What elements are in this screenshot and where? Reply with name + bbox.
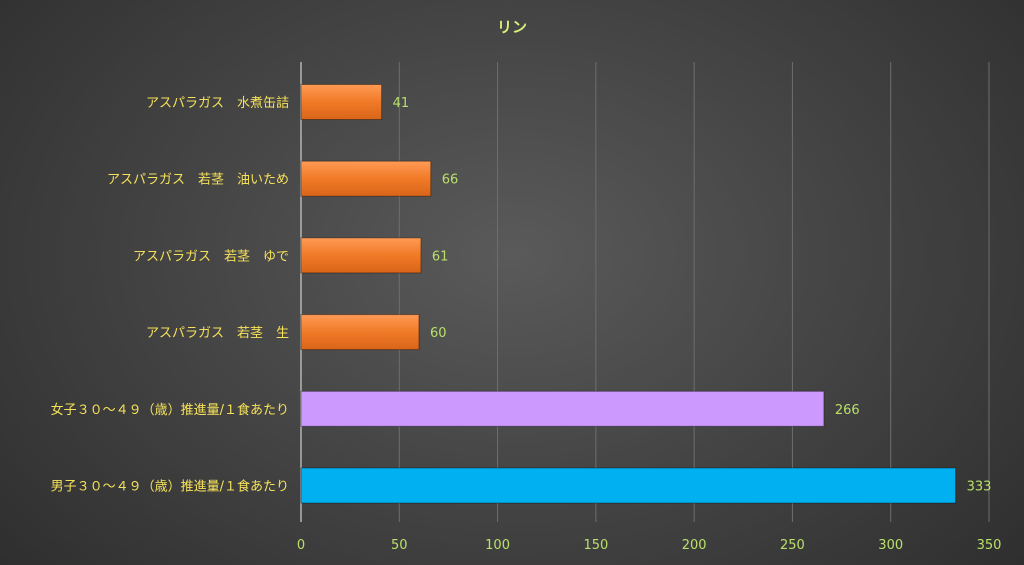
x-tick-label: 350 [977,538,1002,553]
data-label: 66 [442,173,459,188]
x-tick-label: 250 [780,538,805,553]
x-tick-label: 100 [485,538,510,553]
x-tick-label: 50 [391,538,408,553]
bar [300,390,825,427]
category-label: 女子３０～４９（歳）推進量/１食あたり [51,402,289,418]
data-label: 333 [967,480,992,495]
category-label: アスパラガス 水煮缶詰 [146,95,289,111]
data-label: 60 [430,326,447,341]
category-label: アスパラガス 若茎 生 [146,325,289,341]
data-label: 61 [432,249,449,264]
category-label: アスパラガス 若茎 ゆで [133,248,289,264]
bar [300,467,957,504]
category-label: 男子３０～４９（歳）推進量/１食あたり [51,479,289,495]
labels: 0 50 100 150 200 250 300 350 アスパラガス 水煮缶詰 41 アスパラガス… [51,95,1002,553]
data-label: 41 [393,96,410,111]
category-label: アスパラガス 若茎 油いため [107,172,289,188]
x-tick-label: 200 [682,538,707,553]
x-tick-label: 0 [297,538,305,553]
gridlines [398,62,990,522]
bar [300,84,383,120]
bar [300,314,420,351]
chart-title: リン [497,18,527,36]
x-tick-label: 300 [878,538,903,553]
bars [300,84,957,504]
bar [300,160,432,197]
bar [300,237,422,274]
data-label: 266 [835,403,860,418]
x-tick-label: 150 [583,538,608,553]
